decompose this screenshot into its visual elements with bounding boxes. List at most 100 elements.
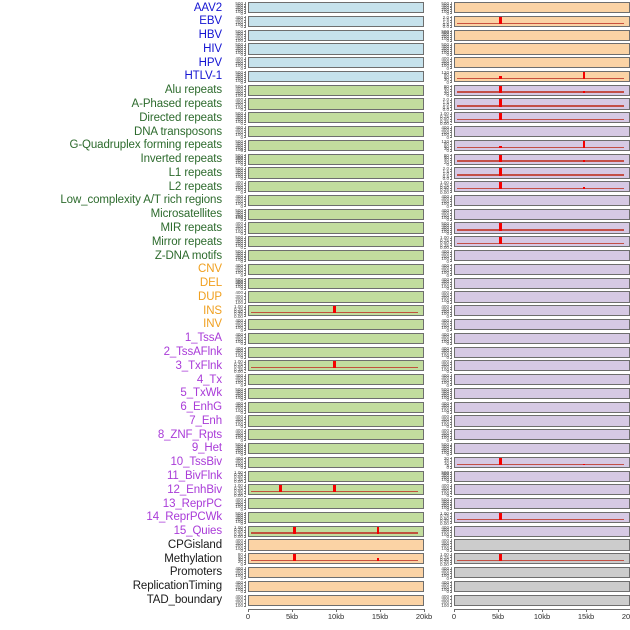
y-axis: 1.00 0.75 0.50 0.25 0.00 <box>434 181 452 194</box>
y-tick-mark <box>450 371 452 373</box>
track-row: 400 300 200 100 0 <box>228 15 424 29</box>
x-tick-mark <box>424 609 425 613</box>
track-row: 500 400 300 200 100 0 <box>228 70 424 84</box>
y-tick-mark <box>450 198 452 200</box>
y-axis: 400 300 200 100 0 <box>434 194 452 208</box>
y-tick-label: 10 <box>443 460 449 466</box>
y-tick-label: 200 <box>235 6 243 12</box>
y-tick-label: 200 <box>441 322 449 328</box>
y-tick-mark <box>450 79 452 81</box>
y-tick-mark <box>450 72 452 74</box>
y-tick-mark <box>450 403 452 405</box>
data-spike <box>499 457 502 465</box>
y-tick-mark <box>450 254 452 256</box>
track-row: 1.00 0.75 0.50 0.25 0.00 <box>434 236 630 250</box>
x-tick-mark <box>498 609 499 613</box>
y-tick-mark <box>450 267 452 269</box>
y-tick-mark <box>450 430 452 432</box>
y-tick-mark <box>244 241 246 243</box>
y-tick-label: 200 <box>235 90 243 96</box>
y-tick-mark <box>244 575 246 577</box>
y-tick-label: 100 <box>235 50 243 56</box>
y-tick-mark <box>450 513 452 515</box>
y-tick-mark <box>244 314 246 316</box>
y-tick-mark <box>244 283 246 285</box>
track-row: 500 400 300 200 100 0 <box>434 470 630 484</box>
y-tick-mark <box>244 279 246 281</box>
y-tick-label: 300 <box>441 265 449 271</box>
y-tick-mark <box>244 164 246 166</box>
y-tick-label: 0 <box>446 548 449 554</box>
y-axis-line <box>451 318 452 331</box>
y-tick-label: 0 <box>240 217 243 223</box>
y-tick-label: 500 <box>235 510 243 516</box>
y-tick-label: 0 <box>240 272 243 278</box>
y-tick-label: 200 <box>235 226 243 232</box>
y-tick-label: 200 <box>235 267 243 273</box>
y-tick-mark <box>244 454 246 456</box>
y-tick-label: 0 <box>446 437 449 443</box>
y-axis: 500 400 300 200 100 0 <box>434 43 452 57</box>
y-tick-mark <box>450 472 452 474</box>
y-tick-mark <box>450 320 452 322</box>
y-tick-mark <box>450 465 452 467</box>
track-row: 500 400 300 200 100 0 <box>228 112 424 126</box>
y-tick-mark <box>244 587 246 589</box>
y-tick-label: 400 <box>441 331 449 337</box>
track-row: 500 400 300 200 100 <box>228 84 424 98</box>
y-tick-label: 300 <box>441 582 449 588</box>
y-tick-mark <box>450 121 452 123</box>
y-tick-label: 200 <box>235 19 243 25</box>
y-tick-label: 400 <box>235 2 243 8</box>
y-tick-label: 400 <box>441 499 449 505</box>
track-label-ins: INS <box>203 304 222 317</box>
track-row: 80 60 40 20 0 <box>434 153 630 167</box>
y-tick-mark <box>450 578 452 580</box>
y-tick-mark <box>450 397 452 399</box>
track-plot-area <box>454 194 630 207</box>
y-tick-mark <box>450 132 452 134</box>
y-tick-label: 400 <box>441 317 449 323</box>
track-label-hpv: HPV <box>198 56 222 69</box>
y-tick-mark <box>244 348 246 350</box>
y-tick-label: 300 <box>441 527 449 533</box>
y-tick-mark <box>450 48 452 50</box>
y-tick-mark <box>244 58 246 60</box>
track-plot-area <box>248 236 424 248</box>
y-tick-label: 0.5 <box>442 22 449 28</box>
y-tick-label: 300 <box>235 115 243 121</box>
y-axis: 2.0 1.5 1.0 0.5 0.0 <box>434 167 452 181</box>
data-spike <box>293 554 296 562</box>
y-tick-mark <box>450 185 452 187</box>
y-tick-mark <box>450 65 452 67</box>
y-tick-mark <box>450 518 452 520</box>
data-spike <box>499 113 502 121</box>
y-tick-label: 1.00 <box>440 510 449 516</box>
y-tick-mark <box>450 534 452 536</box>
track-row: 400 300 200 100 0 <box>434 208 630 222</box>
y-tick-mark <box>450 233 452 235</box>
y-tick-mark <box>244 285 246 286</box>
y-tick-label: 100 <box>235 243 243 248</box>
y-tick-label: 80 <box>237 552 243 558</box>
y-tick-mark <box>450 382 452 384</box>
y-tick-mark <box>450 448 452 450</box>
y-tick-label: 100 <box>441 449 449 455</box>
y-tick-mark <box>244 65 246 67</box>
y-tick-mark <box>244 385 246 387</box>
y-tick-label: 0.75 <box>234 471 243 477</box>
y-tick-mark <box>244 132 246 134</box>
y-tick-mark <box>450 196 452 198</box>
y-tick-mark <box>244 5 246 7</box>
y-tick-mark <box>450 490 452 492</box>
y-tick-mark <box>450 116 452 118</box>
y-tick-label: 200 <box>441 543 449 549</box>
y-tick-mark <box>244 187 246 189</box>
y-tick-label: 200 <box>441 309 449 314</box>
y-tick-mark <box>450 173 452 175</box>
track-label-2-tssaflnk: 2_TssAFlnk <box>163 346 223 358</box>
y-tick-label: 1.0 <box>442 171 449 177</box>
data-baseline <box>456 105 624 107</box>
y-tick-label: 300 <box>235 582 243 588</box>
y-tick-label: 400 <box>235 180 243 186</box>
